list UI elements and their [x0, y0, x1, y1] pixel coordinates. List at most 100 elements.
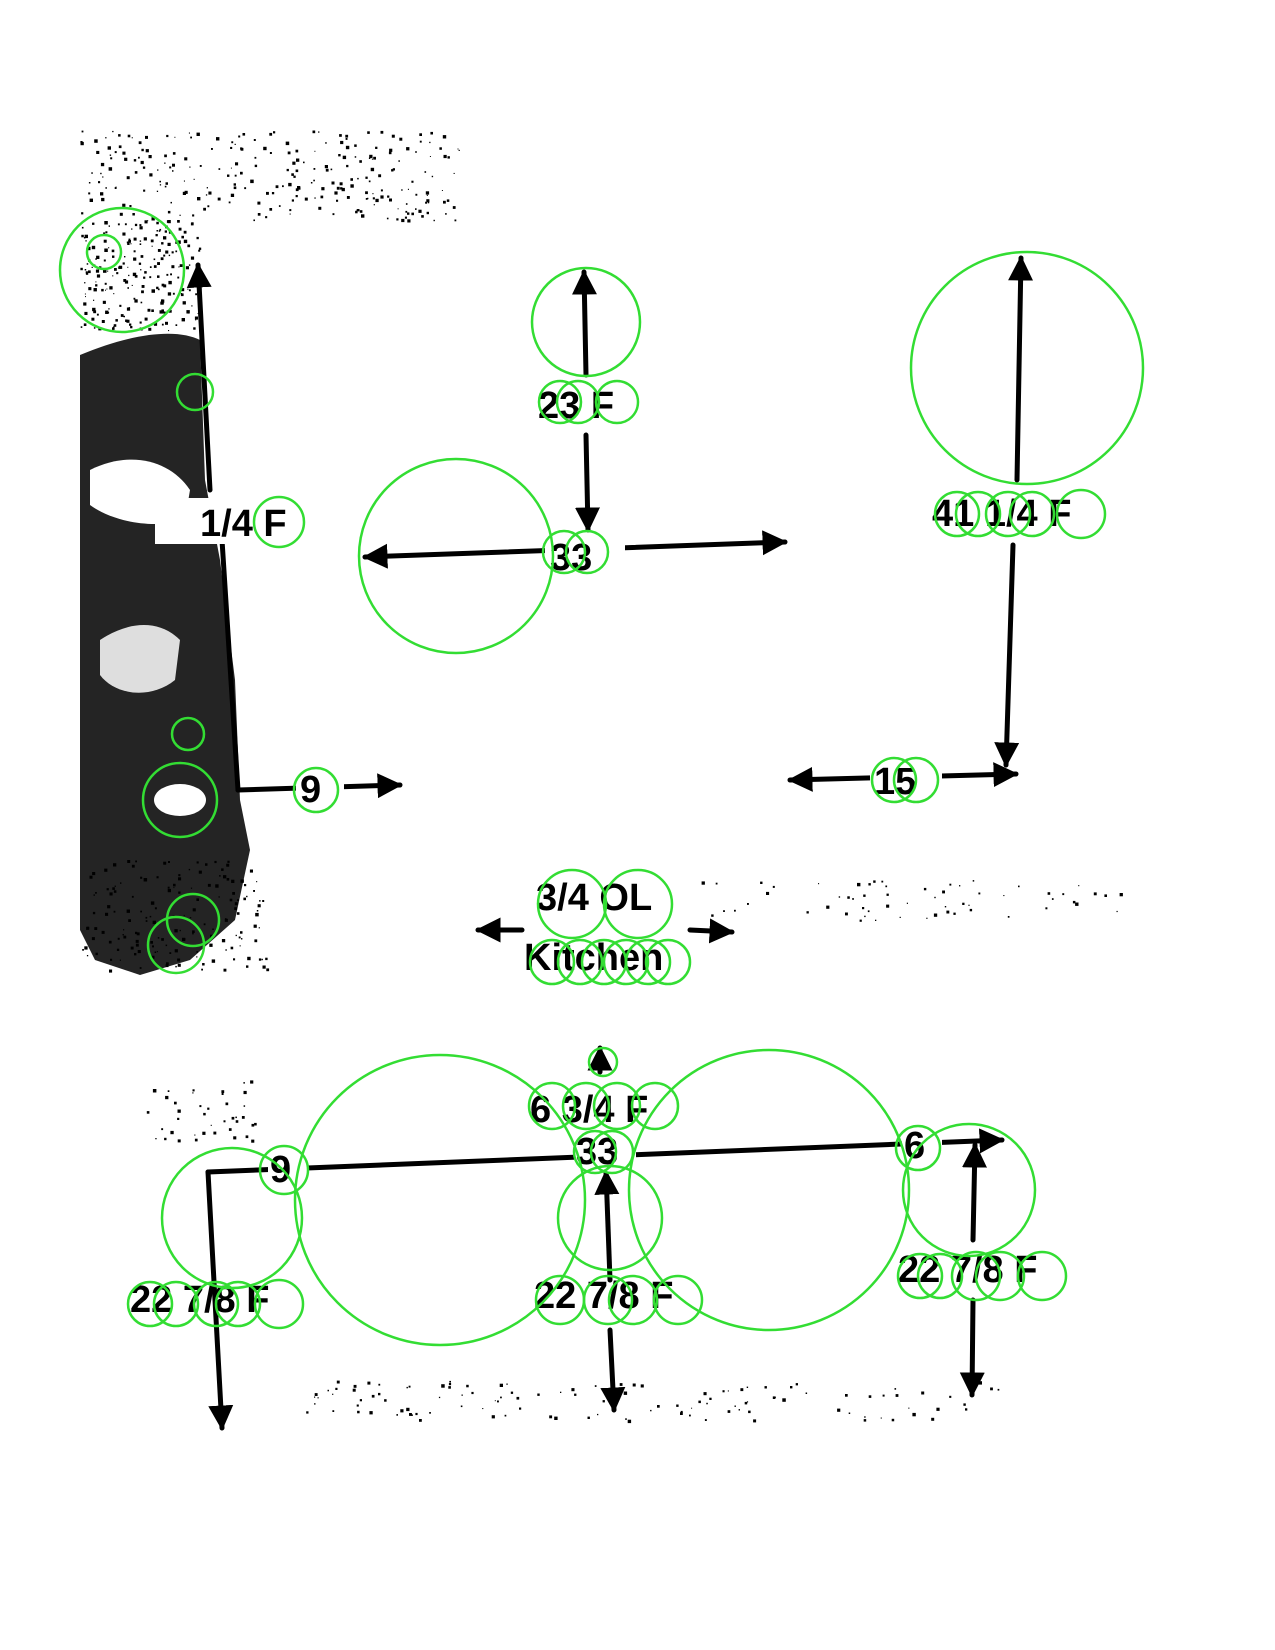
speckle-dot — [113, 326, 115, 328]
speckle-dot — [228, 201, 231, 204]
speckle-dot — [454, 219, 457, 222]
speckle-dot — [225, 949, 227, 951]
speckle-dot — [218, 896, 220, 898]
speckle-dot — [146, 1111, 150, 1114]
speckle-dot — [391, 134, 395, 138]
speckle-dot — [243, 1090, 247, 1095]
ring-photo-patch — [141, 761, 219, 839]
speckle-dot — [177, 240, 181, 244]
speckle-dot — [167, 888, 171, 893]
speckle-dot — [895, 1394, 899, 1397]
speckle-dot — [117, 937, 120, 940]
speckle-dot — [244, 884, 247, 887]
speckle-dot — [130, 326, 133, 329]
speckle-dot — [388, 151, 392, 155]
speckle-dot — [365, 176, 368, 179]
speckle-dot — [184, 190, 188, 194]
speckle-dot — [196, 956, 198, 958]
speckle-dot — [95, 284, 98, 287]
speckle-dot — [177, 1117, 180, 1120]
speckle-dot — [106, 888, 109, 891]
ring-center-span-1 — [541, 529, 587, 575]
speckle-dot — [192, 908, 196, 912]
speckle-dot — [209, 944, 212, 947]
speckle-dot — [155, 234, 158, 237]
speckle-dot — [166, 273, 169, 276]
speckle-dot — [295, 169, 299, 173]
speckle-dot — [766, 891, 770, 895]
speckle-dot — [448, 1383, 452, 1386]
speckle-dot — [202, 1131, 206, 1135]
speckle-dot — [145, 149, 149, 153]
speckle-dot — [81, 226, 84, 229]
speckle-dot — [162, 311, 165, 314]
speckle-dot — [942, 890, 945, 894]
speckle-dot — [711, 914, 714, 917]
speckle-dot — [441, 190, 443, 191]
speckle-dot — [516, 1396, 520, 1400]
ring-lower-right-depth-3 — [950, 1250, 1002, 1302]
speckle-dot — [228, 1128, 232, 1131]
speckle-dot — [257, 201, 261, 205]
speckle-dot — [269, 132, 273, 136]
speckle-dot — [401, 218, 405, 223]
speckle-dot — [81, 234, 84, 238]
speckle-dot — [240, 147, 244, 151]
speckle-dot — [194, 1138, 198, 1142]
speckle-dot — [625, 1418, 627, 1420]
speckle-dot — [177, 958, 181, 962]
speckle-dot — [253, 890, 255, 892]
speckle-dot — [122, 262, 125, 265]
speckle-dot — [84, 293, 86, 295]
speckle-dot — [443, 154, 447, 159]
speckle-dot — [241, 938, 243, 940]
photo-texture — [80, 130, 1123, 1424]
speckle-dot — [392, 168, 395, 171]
speckle-dot — [336, 199, 339, 202]
speckle-dot — [147, 220, 149, 222]
speckle-dot — [332, 213, 335, 216]
speckle-dot — [124, 280, 129, 284]
ring-lower-left-depth-4 — [214, 1280, 262, 1328]
speckle-dot — [157, 262, 160, 265]
light-patch-2 — [100, 625, 180, 693]
speckle-dot — [218, 168, 221, 170]
speckle-dot — [461, 1394, 463, 1396]
speckle-dot — [81, 212, 84, 215]
speckle-dot — [371, 1394, 375, 1398]
speckle-dot — [123, 315, 125, 318]
speckle-dot — [124, 223, 127, 226]
ring-kitchen-4 — [602, 938, 650, 986]
speckle-dot — [145, 916, 148, 919]
speckle-dot — [389, 148, 393, 152]
speckle-dot — [1104, 894, 1107, 897]
speckle-dot — [193, 327, 196, 330]
speckle-dot — [921, 1391, 925, 1395]
speckle-dot — [357, 177, 359, 180]
speckle-dot — [287, 151, 291, 155]
speckle-dot — [257, 213, 261, 216]
speckle-dot — [657, 1405, 660, 1408]
speckle-dot — [1051, 898, 1054, 900]
speckle-dot — [201, 968, 203, 971]
speckle-dot — [109, 969, 113, 973]
speckle-dot — [738, 1409, 740, 1411]
speckle-dot — [340, 187, 343, 190]
speckle-dot — [368, 180, 371, 183]
ring-photo-bottom-1 — [165, 892, 221, 948]
speckle-dot — [119, 212, 123, 216]
speckle-dot — [968, 904, 970, 906]
speckle-dot — [253, 219, 255, 222]
speckle-dot — [265, 957, 268, 961]
speckle-dot — [170, 1130, 174, 1135]
speckle-dot — [990, 1387, 993, 1391]
speckle-dot — [406, 147, 410, 151]
speckle-dot — [369, 154, 373, 159]
label-lower-right-span: 6 — [904, 1125, 925, 1167]
speckle-dot — [407, 219, 411, 223]
speckle-dot — [405, 210, 408, 213]
label-room-area: 3/4 OL — [536, 877, 652, 919]
speckle-dot — [875, 919, 877, 921]
speckle-dot — [170, 273, 172, 276]
speckle-dot — [419, 1419, 422, 1422]
